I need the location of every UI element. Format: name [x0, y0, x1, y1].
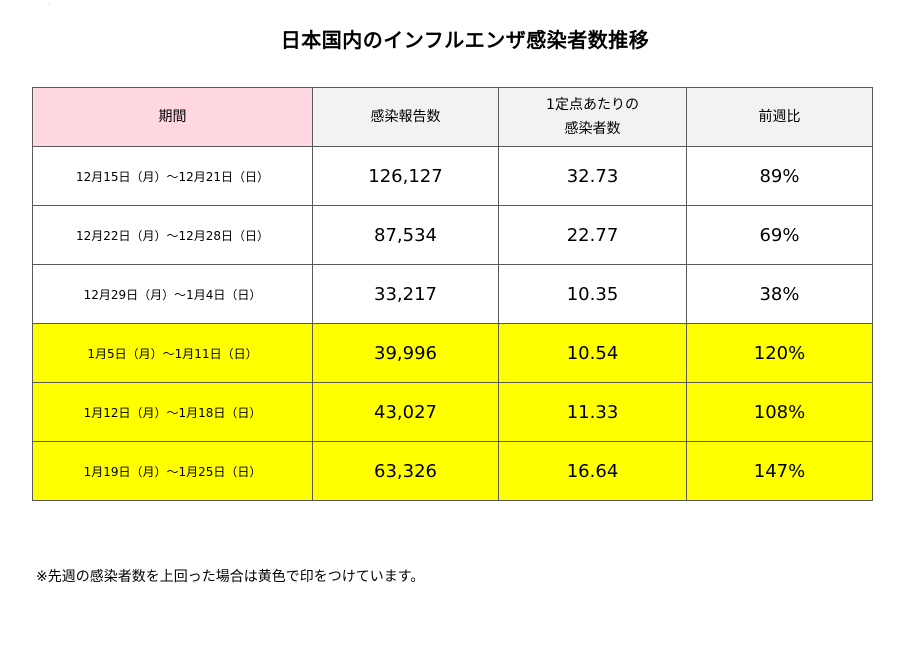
cell-reports: 126,127	[312, 146, 499, 206]
cell-reports: 63,326	[312, 441, 499, 501]
header-period: 期間	[32, 87, 313, 147]
header-week-over-week: 前週比	[686, 87, 873, 147]
cell-reports: 43,027	[312, 382, 499, 442]
cell-period: 12月22日（月）～12月28日（日）	[32, 205, 313, 265]
cell-period: 12月15日（月）～12月21日（日）	[32, 146, 313, 206]
cell-per-point: 10.54	[498, 323, 687, 383]
header-reports: 感染報告数	[312, 87, 499, 147]
cell-per-point: 22.77	[498, 205, 687, 265]
influenza-table: 期間 感染報告数 1定点あたりの 感染者数 前週比 12月15日（月）～12月2…	[32, 87, 873, 501]
cell-period: 12月29日（月）～1月4日（日）	[32, 264, 313, 324]
cell-period: 1月12日（月）～1月18日（日）	[32, 382, 313, 442]
cell-per-point: 32.73	[498, 146, 687, 206]
cell-reports: 39,996	[312, 323, 499, 383]
cell-week-over-week: 89%	[686, 146, 873, 206]
cell-week-over-week: 108%	[686, 382, 873, 442]
footnote: ※先週の感染者数を上回った場合は黄色で印をつけています。	[36, 569, 425, 585]
cell-week-over-week: 147%	[686, 441, 873, 501]
cell-per-point: 16.64	[498, 441, 687, 501]
header-per-point: 1定点あたりの 感染者数	[498, 87, 687, 147]
cell-week-over-week: 120%	[686, 323, 873, 383]
table-row: 12月22日（月）～12月28日（日） 87,534 22.77 69%	[32, 205, 873, 265]
page-title: 日本国内のインフルエンザ感染者数推移	[280, 28, 650, 52]
cell-period: 1月5日（月）～1月11日（日）	[32, 323, 313, 383]
cell-per-point: 10.35	[498, 264, 687, 324]
cell-reports: 33,217	[312, 264, 499, 324]
header-per-point-line2: 感染者数	[564, 121, 621, 137]
table-header-row: 期間 感染報告数 1定点あたりの 感染者数 前週比	[32, 87, 873, 147]
cell-week-over-week: 38%	[686, 264, 873, 324]
corner-mark: ·	[48, 2, 50, 9]
cell-reports: 87,534	[312, 205, 499, 265]
table-row: 1月12日（月）～1月18日（日） 43,027 11.33 108%	[32, 382, 873, 442]
header-per-point-line1: 1定点あたりの	[546, 97, 639, 113]
cell-week-over-week: 69%	[686, 205, 873, 265]
table-row: 1月19日（月）～1月25日（日） 63,326 16.64 147%	[32, 441, 873, 501]
table-row: 12月29日（月）～1月4日（日） 33,217 10.35 38%	[32, 264, 873, 324]
table-row: 1月5日（月）～1月11日（日） 39,996 10.54 120%	[32, 323, 873, 383]
cell-per-point: 11.33	[498, 382, 687, 442]
cell-period: 1月19日（月）～1月25日（日）	[32, 441, 313, 501]
table-row: 12月15日（月）～12月21日（日） 126,127 32.73 89%	[32, 146, 873, 206]
